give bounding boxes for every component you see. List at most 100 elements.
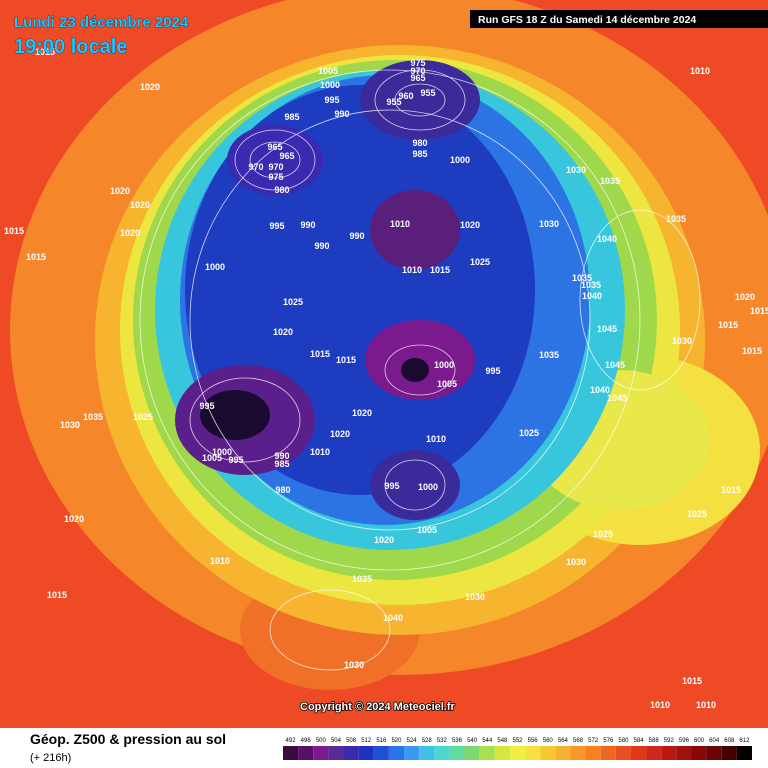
isobar-label: 1030 [60, 420, 80, 430]
scale-label: 540 [467, 738, 478, 744]
isobar-label: 1025 [470, 257, 490, 267]
scale-label: 512 [361, 738, 372, 744]
isobar-label: 995 [269, 221, 284, 231]
scale-label: 588 [649, 738, 660, 744]
isobar-label: 1000 [418, 482, 438, 492]
isobar-label: 980 [274, 185, 289, 195]
isobar-label: 1020 [735, 292, 755, 302]
isobar-label: 1035 [666, 214, 686, 224]
isobar-label: 1040 [582, 291, 602, 301]
scale-swatch [706, 746, 722, 760]
isobar-label: 980 [412, 138, 427, 148]
scale-label: 496 [301, 738, 312, 744]
scale-swatch [585, 746, 601, 760]
isobar-label: 995 [228, 455, 243, 465]
isobar-label: 1025 [283, 297, 303, 307]
time: 19:00 locale [14, 36, 127, 58]
isobar-label: 1015 [310, 349, 330, 359]
isobar-label: 1010 [696, 700, 716, 710]
scale-label: 592 [664, 738, 675, 744]
isobar-label: 1015 [26, 252, 46, 262]
isobar-label: 1025 [687, 509, 707, 519]
scale-swatch [388, 746, 405, 760]
isobar-label: 1015 [742, 346, 762, 356]
scale-swatch [283, 746, 299, 760]
isobar-label: 1030 [566, 557, 586, 567]
scale-label: 596 [679, 738, 690, 744]
isobar-label: 990 [334, 109, 349, 119]
scale-label: 548 [497, 738, 508, 744]
isobar-label: 1025 [133, 412, 153, 422]
scale-label: 604 [709, 738, 720, 744]
isobar-label: 1000 [212, 447, 232, 457]
isobar-label: 1035 [539, 350, 559, 360]
isobar-label: 1000 [434, 360, 454, 370]
isobar-label: 1045 [607, 393, 627, 403]
isobar-label: 955 [386, 97, 401, 107]
isobar-label: 995 [485, 366, 500, 376]
isobar-label: 1035 [572, 273, 592, 283]
scale-label: 576 [603, 738, 614, 744]
scale-swatch [343, 746, 359, 760]
scale-swatch [721, 746, 737, 760]
scale-swatch [509, 746, 526, 760]
isobar-label: 1020 [140, 82, 160, 92]
color-scale: 492 496 500 504 508 512 516 520 524 528 532 536 540 5… [283, 738, 752, 760]
isobar-label: 965 [410, 73, 425, 83]
scale-label: 580 [618, 738, 629, 744]
run-box [470, 10, 768, 28]
isobar-label: 1040 [590, 385, 610, 395]
scale-label: 508 [346, 738, 357, 744]
isobar-label: 1020 [352, 408, 372, 418]
isobar-label: 1000 [450, 155, 470, 165]
scale-label: 500 [316, 738, 327, 744]
scale-swatch [661, 746, 677, 760]
isobar-label: 1020 [120, 228, 140, 238]
isobar-label: 1020 [273, 327, 293, 337]
isobar-label: 1035 [581, 280, 601, 290]
scale-swatch [434, 746, 450, 760]
scale-label: 492 [286, 738, 297, 744]
isobar-label: 1015 [47, 590, 67, 600]
isobar-label: 990 [300, 220, 315, 230]
isobar-label: 1015 [682, 676, 702, 686]
scale-swatch [600, 746, 616, 760]
isobar-label: 1045 [605, 360, 625, 370]
scale-label: 584 [634, 738, 645, 744]
scale-label: 520 [391, 738, 402, 744]
isobar-label: 1030 [465, 592, 485, 602]
scale-swatch [646, 746, 662, 760]
isobar-label: 1000 [320, 80, 340, 90]
isobar-label: 995 [324, 95, 339, 105]
isobar-label: 1015 [35, 47, 55, 57]
scale-swatch [570, 746, 586, 760]
scale-label: 504 [331, 738, 342, 744]
isobar-label: 995 [199, 401, 214, 411]
isobar-label: 1010 [390, 219, 410, 229]
isobar-label: 1015 [336, 355, 356, 365]
isobar-label: 1010 [210, 556, 230, 566]
isobar-label: 1020 [110, 186, 130, 196]
scale-label: 600 [694, 738, 705, 744]
isobar-label: 1030 [566, 165, 586, 175]
isobar-label: 1030 [344, 660, 364, 670]
scale-swatch [464, 746, 480, 760]
isobar-label: 1020 [64, 514, 84, 524]
scale-label: 532 [437, 738, 448, 744]
isobar-label: 955 [420, 88, 435, 98]
isobar-label: 1015 [430, 265, 450, 275]
isobar-label: 1020 [374, 535, 394, 545]
scale-label: 544 [482, 738, 493, 744]
isobar-label: 965 [279, 151, 294, 161]
isobar-label: 1020 [460, 220, 480, 230]
isobar-label: 960 [398, 91, 413, 101]
isobar-label: 1045 [597, 324, 617, 334]
footer-lead: (+ 216h) [30, 752, 71, 764]
isobar-label: 1030 [539, 219, 559, 229]
scale-label: 528 [422, 738, 433, 744]
isobar-label: 1015 [4, 226, 24, 236]
isobar-label: 1040 [383, 613, 403, 623]
scale-swatch [615, 746, 631, 760]
